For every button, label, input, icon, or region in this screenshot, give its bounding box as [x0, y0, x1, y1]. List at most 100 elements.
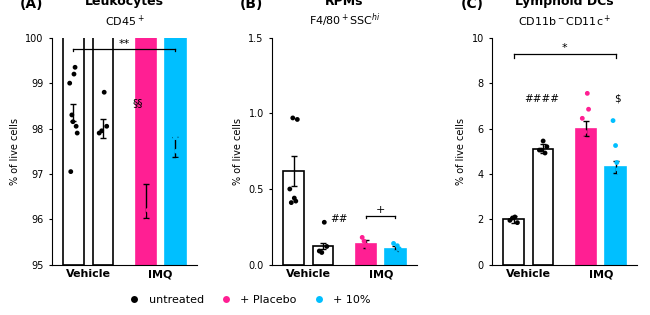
Bar	[385, 249, 406, 265]
Bar	[533, 149, 553, 265]
Point	[174, 137, 185, 142]
Text: (A): (A)	[20, 0, 44, 11]
Point	[582, 91, 593, 96]
Point	[322, 244, 332, 249]
Point	[143, 208, 153, 213]
Point	[138, 212, 149, 217]
Point	[68, 119, 78, 124]
Point	[578, 136, 589, 141]
Point	[166, 162, 177, 167]
Point	[172, 149, 182, 154]
Point	[512, 220, 523, 225]
Point	[534, 147, 545, 152]
Point	[538, 139, 549, 144]
Point	[142, 219, 152, 224]
Point	[540, 151, 550, 156]
Text: **: **	[119, 39, 130, 49]
Point	[289, 196, 300, 201]
Point	[71, 124, 81, 129]
Point	[69, 72, 79, 77]
Point	[314, 249, 324, 254]
Point	[101, 124, 112, 129]
Point	[541, 144, 552, 149]
Bar	[136, 0, 156, 265]
Point	[387, 249, 397, 254]
Y-axis label: % of live cells: % of live cells	[456, 118, 466, 185]
Point	[606, 175, 617, 180]
Point	[584, 145, 595, 150]
Point	[504, 218, 515, 223]
Bar	[313, 246, 333, 265]
Point	[392, 243, 402, 248]
Bar	[283, 171, 304, 265]
Bar	[504, 219, 524, 265]
Point	[394, 246, 404, 251]
Point	[319, 220, 330, 225]
Point	[612, 160, 622, 165]
Text: +: +	[376, 205, 385, 215]
Point	[96, 128, 107, 133]
Point	[173, 158, 183, 163]
Text: F4/80$^+$SSC$^{hi}$: F4/80$^+$SSC$^{hi}$	[309, 11, 380, 29]
Text: ####: ####	[525, 94, 560, 104]
Point	[507, 215, 517, 220]
Text: CD45$^+$: CD45$^+$	[105, 14, 144, 29]
Point	[361, 243, 371, 248]
Bar	[63, 0, 84, 265]
Point	[137, 187, 148, 192]
Point	[583, 107, 593, 112]
Y-axis label: % of live cells: % of live cells	[10, 118, 20, 185]
Point	[99, 90, 109, 95]
Text: RPMs: RPMs	[325, 0, 364, 8]
Point	[390, 250, 400, 255]
Y-axis label: % of live cells: % of live cells	[233, 118, 243, 185]
Point	[169, 133, 179, 138]
Point	[609, 183, 619, 188]
Point	[359, 239, 369, 244]
Point	[170, 135, 181, 140]
Point	[610, 143, 621, 148]
Point	[292, 117, 302, 122]
Point	[67, 112, 77, 117]
Point	[291, 198, 301, 203]
Point	[577, 116, 588, 121]
Text: Lymphoid DCs: Lymphoid DCs	[515, 0, 614, 8]
Bar	[356, 244, 376, 265]
Text: CD11b$^-$CD11c$^+$: CD11b$^-$CD11c$^+$	[518, 14, 611, 29]
Bar	[93, 0, 113, 265]
Text: ##: ##	[330, 214, 348, 224]
Point	[614, 170, 625, 175]
Point	[388, 241, 398, 246]
Point	[64, 81, 75, 86]
Point	[94, 130, 105, 135]
Point	[510, 215, 520, 220]
Point	[357, 235, 367, 240]
Point	[317, 250, 327, 255]
Point	[536, 147, 547, 152]
Text: $: $	[614, 94, 621, 104]
Point	[144, 133, 155, 138]
Point	[168, 108, 178, 113]
Point	[286, 200, 296, 205]
Point	[613, 167, 623, 172]
Legend: untreated, + Placebo, + 10%: untreated, + Placebo, + 10%	[118, 290, 376, 309]
Point	[70, 65, 80, 70]
Point	[140, 224, 150, 229]
Bar	[605, 167, 626, 265]
Point	[608, 118, 618, 123]
Text: *: *	[562, 43, 567, 53]
Text: Leukocytes: Leukocytes	[85, 0, 164, 8]
Point	[287, 115, 298, 120]
Point	[580, 129, 590, 135]
Point	[285, 186, 295, 192]
Text: §§: §§	[133, 98, 143, 108]
Point	[581, 160, 592, 165]
Bar	[165, 0, 185, 265]
Point	[365, 244, 375, 249]
Point	[363, 245, 373, 250]
Point	[72, 130, 83, 135]
Text: (B): (B)	[240, 0, 264, 11]
Point	[66, 169, 76, 174]
Text: (C): (C)	[460, 0, 484, 11]
Bar	[576, 129, 596, 265]
